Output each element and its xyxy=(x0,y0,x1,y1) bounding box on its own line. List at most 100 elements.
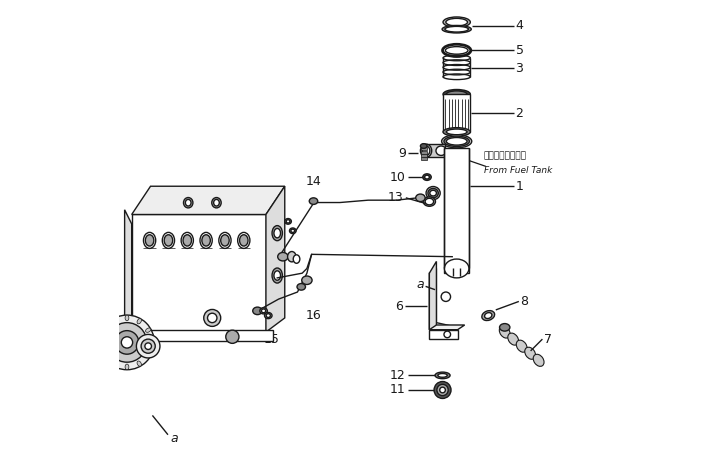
Text: a: a xyxy=(171,432,178,446)
Ellipse shape xyxy=(274,228,280,238)
Circle shape xyxy=(115,331,139,354)
Ellipse shape xyxy=(239,235,248,246)
Text: 11: 11 xyxy=(390,383,406,397)
Circle shape xyxy=(145,343,152,349)
Ellipse shape xyxy=(149,341,154,344)
Text: 6: 6 xyxy=(395,300,403,313)
Ellipse shape xyxy=(421,144,427,148)
Polygon shape xyxy=(429,330,457,339)
Ellipse shape xyxy=(436,146,446,155)
Ellipse shape xyxy=(516,340,527,352)
Ellipse shape xyxy=(183,235,191,246)
Ellipse shape xyxy=(500,324,510,331)
Bar xyxy=(421,151,426,154)
Polygon shape xyxy=(132,186,285,214)
Circle shape xyxy=(444,331,450,338)
Ellipse shape xyxy=(162,232,175,248)
Ellipse shape xyxy=(145,235,154,246)
Polygon shape xyxy=(125,210,132,323)
Ellipse shape xyxy=(425,175,429,179)
Ellipse shape xyxy=(137,361,142,366)
Text: 4: 4 xyxy=(515,19,523,32)
Text: 15: 15 xyxy=(263,333,280,346)
Ellipse shape xyxy=(430,190,436,196)
Ellipse shape xyxy=(482,310,495,321)
Ellipse shape xyxy=(435,372,450,379)
Ellipse shape xyxy=(261,309,266,313)
Ellipse shape xyxy=(444,136,469,146)
Ellipse shape xyxy=(445,47,468,54)
Text: 5: 5 xyxy=(515,44,523,57)
Text: 3: 3 xyxy=(515,62,523,75)
Bar xyxy=(421,157,426,160)
Ellipse shape xyxy=(125,315,129,321)
Ellipse shape xyxy=(113,361,117,366)
Circle shape xyxy=(207,313,217,323)
Ellipse shape xyxy=(272,226,282,241)
Ellipse shape xyxy=(443,89,470,99)
Ellipse shape xyxy=(438,374,447,377)
Circle shape xyxy=(121,337,132,348)
Ellipse shape xyxy=(212,197,221,208)
Polygon shape xyxy=(429,268,457,330)
Circle shape xyxy=(226,330,239,343)
Ellipse shape xyxy=(144,232,156,248)
Text: 8: 8 xyxy=(520,295,528,308)
Ellipse shape xyxy=(164,235,173,246)
Circle shape xyxy=(107,323,147,362)
Ellipse shape xyxy=(293,255,299,263)
Text: フェルインジェクションポンプ: フェルインジェクションポンプ xyxy=(153,275,223,284)
Ellipse shape xyxy=(185,199,191,206)
Ellipse shape xyxy=(287,252,296,262)
Ellipse shape xyxy=(446,91,467,97)
Ellipse shape xyxy=(103,352,108,357)
Text: 7: 7 xyxy=(544,333,552,346)
Text: 1: 1 xyxy=(515,179,523,193)
Ellipse shape xyxy=(103,328,108,333)
Ellipse shape xyxy=(125,364,129,370)
Bar xyxy=(443,94,470,132)
Ellipse shape xyxy=(525,347,535,359)
Ellipse shape xyxy=(442,135,472,148)
Circle shape xyxy=(204,309,221,326)
Ellipse shape xyxy=(425,198,433,205)
Ellipse shape xyxy=(274,271,280,280)
Polygon shape xyxy=(429,261,436,330)
Ellipse shape xyxy=(446,18,467,26)
Text: 9: 9 xyxy=(398,146,406,160)
Ellipse shape xyxy=(445,259,469,278)
Ellipse shape xyxy=(416,194,425,202)
Ellipse shape xyxy=(221,235,229,246)
Ellipse shape xyxy=(499,326,510,338)
Ellipse shape xyxy=(309,198,318,204)
Ellipse shape xyxy=(238,232,250,248)
Circle shape xyxy=(437,384,448,396)
Ellipse shape xyxy=(422,146,430,155)
Bar xyxy=(421,147,426,150)
Ellipse shape xyxy=(202,235,210,246)
Text: 14: 14 xyxy=(306,175,322,188)
Ellipse shape xyxy=(446,138,467,145)
Ellipse shape xyxy=(484,313,492,318)
Ellipse shape xyxy=(219,232,231,248)
Circle shape xyxy=(137,334,160,358)
Ellipse shape xyxy=(181,232,193,248)
Circle shape xyxy=(434,382,451,398)
Ellipse shape xyxy=(285,219,292,224)
Ellipse shape xyxy=(445,26,469,32)
Ellipse shape xyxy=(113,318,117,324)
Text: Fuel  Injection  Pump: Fuel Injection Pump xyxy=(141,289,235,298)
Ellipse shape xyxy=(260,308,268,314)
Text: 2: 2 xyxy=(515,106,523,120)
Circle shape xyxy=(141,339,155,353)
Ellipse shape xyxy=(428,188,438,198)
Ellipse shape xyxy=(200,232,212,248)
Ellipse shape xyxy=(533,354,544,366)
Text: 13: 13 xyxy=(388,191,404,204)
Ellipse shape xyxy=(278,252,288,261)
Bar xyxy=(445,148,469,273)
Ellipse shape xyxy=(146,328,151,333)
Ellipse shape xyxy=(137,318,142,324)
Ellipse shape xyxy=(302,276,312,284)
Ellipse shape xyxy=(253,307,262,315)
